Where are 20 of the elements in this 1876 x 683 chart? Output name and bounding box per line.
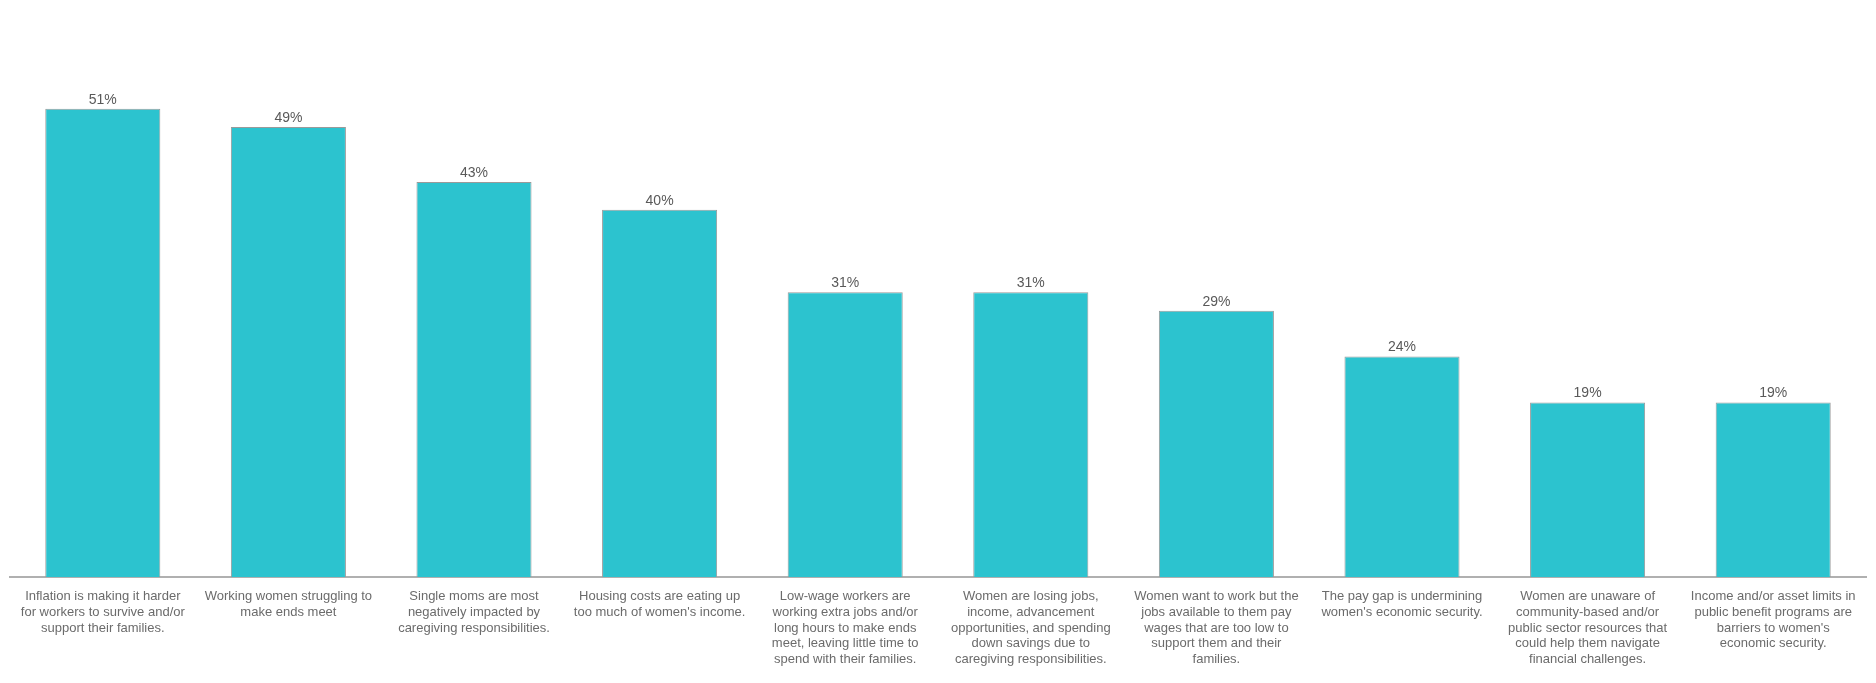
data-label: 31% <box>1016 274 1045 291</box>
x-tick-label: Low-wage workers are working extra jobs and/or long hours to make ends meet, leaving little time to spend with their families. <box>771 588 919 666</box>
x-tick-label: Single moms are most negatively impacted by caregiving responsibilities. <box>398 588 550 635</box>
x-tick-label: Housing costs are eating up too much of women's income. <box>573 588 746 619</box>
data-label: 19% <box>1759 384 1788 401</box>
data-label: 19% <box>1573 384 1602 401</box>
x-tick-label: Income and/or asset limits in public benefit programs are barriers to women's economic security. <box>1690 588 1856 651</box>
x-tick-label: Women want to work but the jobs available to them pay wages that are too low to support them and their families. <box>1134 588 1299 666</box>
x-tick-label: Working women struggling to make ends meet <box>204 588 373 619</box>
data-label: 31% <box>831 274 860 291</box>
data-label: 49% <box>274 108 303 125</box>
data-label: 29% <box>1202 292 1231 309</box>
data-label: 43% <box>459 163 489 180</box>
data-label: 40% <box>645 191 674 208</box>
x-tick-label: Women are losing jobs, income, advancement opportunities, and spending down savings due to caregiving responsibilities. <box>950 588 1111 666</box>
data-label: 51% <box>88 90 117 107</box>
x-tick-label: Women are unaware of community-based and/or public sector resources that could help them navigate financial challenges. <box>1508 588 1668 666</box>
x-tick-label: The pay gap is undermining women's economic security. <box>1320 588 1483 619</box>
x-tick-label: Inflation is making it harder for workers to survive and/or support their families. <box>20 588 186 635</box>
data-label: 24% <box>1387 338 1417 355</box>
